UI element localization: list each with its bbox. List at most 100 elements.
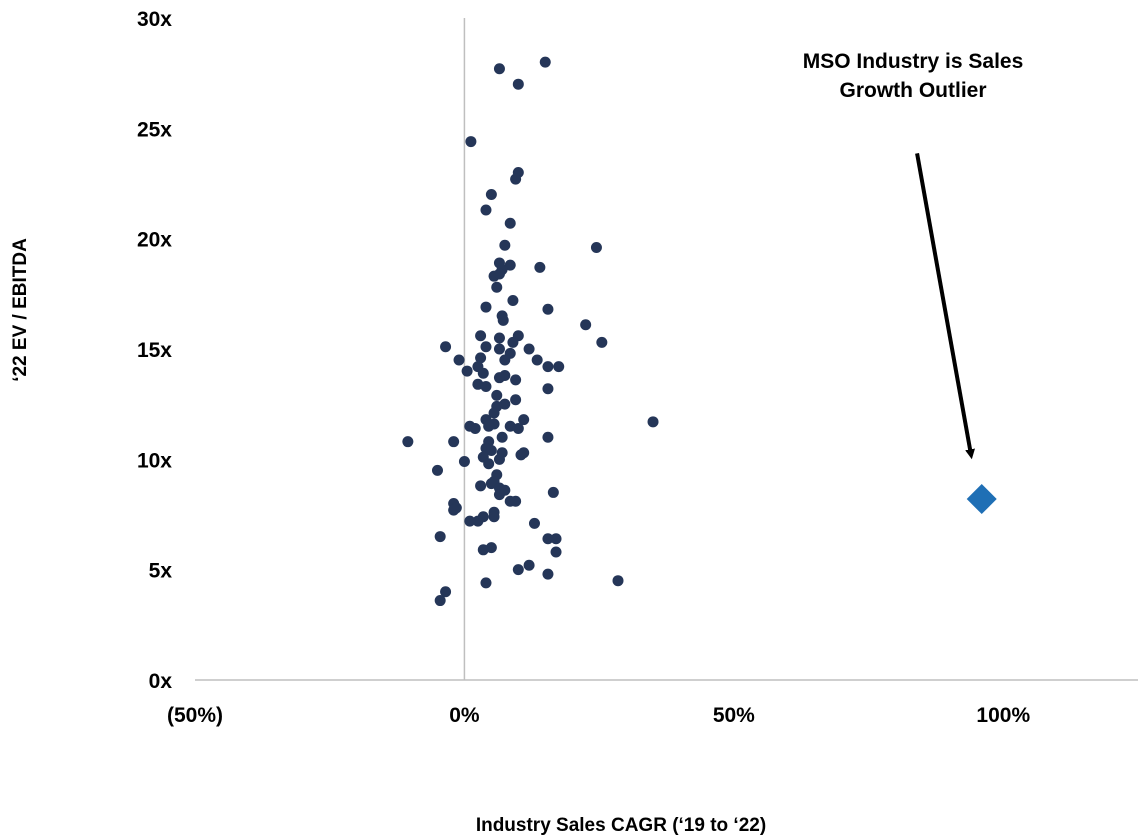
industry-point bbox=[580, 319, 592, 331]
industry-point bbox=[434, 595, 446, 607]
industry-point bbox=[475, 330, 487, 342]
x-tick-label: (50%) bbox=[167, 704, 223, 727]
industry-point bbox=[542, 431, 554, 443]
industry-point bbox=[528, 517, 540, 529]
industry-point bbox=[531, 354, 543, 366]
industry-point bbox=[542, 303, 554, 315]
industry-point bbox=[431, 464, 443, 476]
industry-point bbox=[469, 422, 481, 434]
industry-point bbox=[480, 204, 492, 216]
industry-point bbox=[480, 381, 492, 393]
industry-point bbox=[485, 189, 497, 201]
industry-point bbox=[477, 544, 489, 556]
industry-point bbox=[493, 268, 505, 280]
industry-point bbox=[523, 559, 535, 571]
industry-point bbox=[539, 56, 551, 68]
industry-point bbox=[440, 341, 452, 353]
x-tick-label: 0% bbox=[449, 704, 480, 727]
annotation: MSO Industry is Sales Growth Outlier bbox=[803, 50, 1024, 460]
industry-point bbox=[647, 416, 659, 428]
data-points bbox=[402, 56, 997, 607]
industry-point bbox=[475, 480, 487, 492]
industry-point bbox=[542, 533, 554, 545]
y-axis-title: ‘22 EV / EBITDA bbox=[10, 238, 31, 382]
industry-point bbox=[507, 336, 519, 348]
industry-point bbox=[453, 354, 465, 366]
industry-point bbox=[493, 343, 505, 355]
industry-point bbox=[547, 486, 559, 498]
industry-point bbox=[465, 136, 477, 148]
y-tick-label: 5x bbox=[149, 560, 173, 583]
industry-point bbox=[434, 531, 446, 543]
industry-point bbox=[480, 301, 492, 313]
annotation-line-1: MSO Industry is Sales bbox=[803, 50, 1024, 73]
tick-labels: 0x 5x 10x 15x 20x 25x 30x (50%) 0% 50% 100% bbox=[137, 8, 1031, 727]
industry-point bbox=[512, 564, 524, 576]
industry-point bbox=[504, 217, 516, 229]
industry-point bbox=[507, 294, 519, 306]
industry-point bbox=[464, 515, 476, 527]
y-tick-label: 0x bbox=[149, 670, 173, 693]
industry-point bbox=[612, 575, 624, 587]
industry-point bbox=[523, 343, 535, 355]
industry-point bbox=[510, 173, 522, 185]
industry-point bbox=[596, 336, 608, 348]
industry-point bbox=[493, 372, 505, 384]
industry-point bbox=[488, 407, 500, 419]
industry-point bbox=[512, 422, 524, 434]
industry-point bbox=[496, 431, 508, 443]
y-tick-label: 20x bbox=[137, 229, 172, 252]
industry-point bbox=[518, 414, 530, 426]
y-tick-label: 25x bbox=[137, 118, 172, 141]
annotation-line-2: Growth Outlier bbox=[840, 79, 987, 102]
industry-point bbox=[534, 261, 546, 273]
industry-point bbox=[550, 533, 562, 545]
industry-point bbox=[483, 420, 495, 432]
industry-point bbox=[485, 478, 497, 490]
industry-point bbox=[493, 63, 505, 75]
industry-point bbox=[542, 568, 554, 580]
industry-point bbox=[510, 374, 522, 386]
x-tick-label: 50% bbox=[713, 704, 755, 727]
industry-point bbox=[499, 354, 511, 366]
industry-point bbox=[550, 546, 562, 558]
industry-point bbox=[448, 436, 460, 448]
industry-point bbox=[542, 361, 554, 373]
axes bbox=[195, 18, 1138, 681]
industry-point bbox=[475, 352, 487, 364]
industry-point bbox=[461, 365, 473, 377]
y-tick-label: 30x bbox=[137, 8, 172, 31]
industry-point bbox=[483, 458, 495, 470]
industry-point bbox=[499, 239, 511, 251]
industry-point bbox=[480, 341, 492, 353]
industry-point bbox=[480, 577, 492, 589]
industry-point bbox=[491, 281, 503, 293]
industry-point bbox=[542, 383, 554, 395]
industry-point bbox=[493, 453, 505, 465]
industry-point bbox=[515, 449, 527, 461]
annotation-arrow bbox=[915, 153, 975, 460]
industry-point bbox=[491, 389, 503, 401]
industry-point bbox=[510, 394, 522, 406]
industry-point bbox=[458, 456, 470, 468]
x-axis-title: Industry Sales CAGR (‘19 to ‘22) bbox=[476, 815, 766, 836]
industry-point bbox=[493, 332, 505, 344]
industry-point bbox=[448, 504, 460, 516]
y-tick-label: 10x bbox=[137, 449, 172, 472]
industry-point bbox=[553, 361, 565, 373]
industry-point bbox=[590, 241, 602, 253]
industry-point bbox=[510, 495, 522, 507]
industry-point bbox=[402, 436, 414, 448]
industry-point bbox=[472, 515, 484, 527]
mso-industry-point bbox=[966, 484, 997, 515]
y-tick-label: 15x bbox=[137, 339, 172, 362]
industry-point bbox=[512, 78, 524, 90]
industry-point bbox=[488, 511, 500, 523]
industry-point bbox=[497, 314, 509, 326]
industry-point bbox=[493, 489, 505, 501]
industry-point bbox=[477, 367, 489, 379]
industry-point bbox=[504, 259, 516, 271]
industry-point bbox=[485, 445, 497, 457]
x-tick-label: 100% bbox=[976, 704, 1030, 727]
